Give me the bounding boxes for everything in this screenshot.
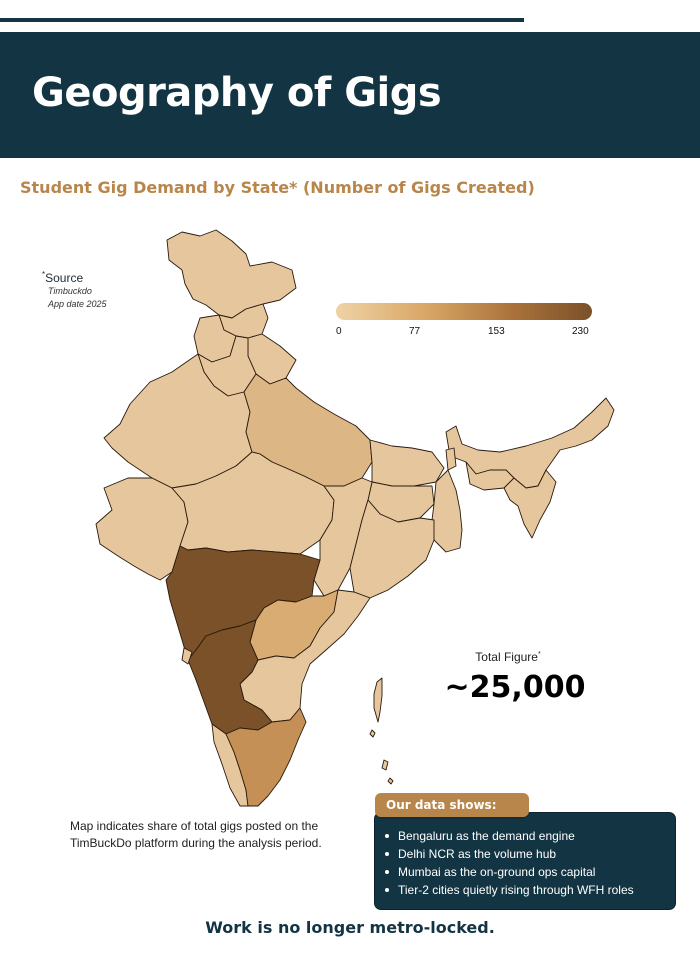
source-title: Source (45, 271, 84, 285)
data-findings-box: Bengaluru as the demand engine Delhi NCR… (374, 812, 676, 910)
legend-tick-230: 230 (572, 326, 589, 337)
source-line-1: Timbuckdo (48, 286, 92, 296)
region-tamil-nadu (225, 707, 307, 807)
findings-list: Bengaluru as the demand engine Delhi NCR… (375, 813, 675, 899)
source-line-2: App date 2025 (48, 299, 107, 309)
finding-item: Mumbai as the on-ground ops capital (385, 863, 675, 881)
findings-heading: Our data shows: (375, 793, 529, 817)
region-chhattisgarh (313, 477, 373, 597)
legend-gradient-bar (336, 303, 592, 320)
region-bihar (369, 439, 445, 487)
source-note: *Source Timbuckdo App date 2025 (42, 270, 107, 311)
total-figure: Total Figure* ~25,000 (440, 650, 590, 705)
region-goa (181, 647, 193, 665)
region-andaman-islands (373, 677, 383, 723)
top-rule (0, 18, 524, 22)
region-sikkim (445, 447, 457, 471)
map-caption: Map indicates share of total gigs posted… (70, 819, 322, 850)
finding-item: Bengaluru as the demand engine (385, 827, 675, 845)
region-nicobar-islands (369, 729, 394, 785)
source-asterisk: * (42, 270, 46, 279)
footer-tagline: Work is no longer metro-locked. (205, 918, 495, 937)
finding-item: Tier-2 cities quietly rising through WFH… (385, 881, 675, 899)
title-banner: Geography of Gigs (0, 32, 700, 158)
region-gujarat (95, 477, 189, 581)
region-west-bengal (431, 469, 463, 553)
total-figure-value: ~25,000 (444, 670, 586, 705)
page-title: Geography of Gigs (32, 70, 442, 116)
legend-ticks: 0 77 153 230 (336, 326, 592, 340)
total-asterisk: * (537, 651, 541, 658)
finding-item: Delhi NCR as the volume hub (385, 845, 675, 863)
total-figure-label: Total Figure (475, 650, 538, 664)
region-tripura-mizoram (503, 469, 557, 539)
legend-tick-0: 0 (336, 326, 342, 337)
color-legend: 0 77 153 230 (336, 303, 592, 340)
region-jammu-kashmir (166, 229, 297, 319)
region-odisha (349, 499, 435, 599)
map-subtitle: Student Gig Demand by State* (Number of … (20, 178, 535, 197)
legend-tick-77: 77 (409, 326, 421, 337)
legend-tick-153: 153 (488, 326, 505, 337)
